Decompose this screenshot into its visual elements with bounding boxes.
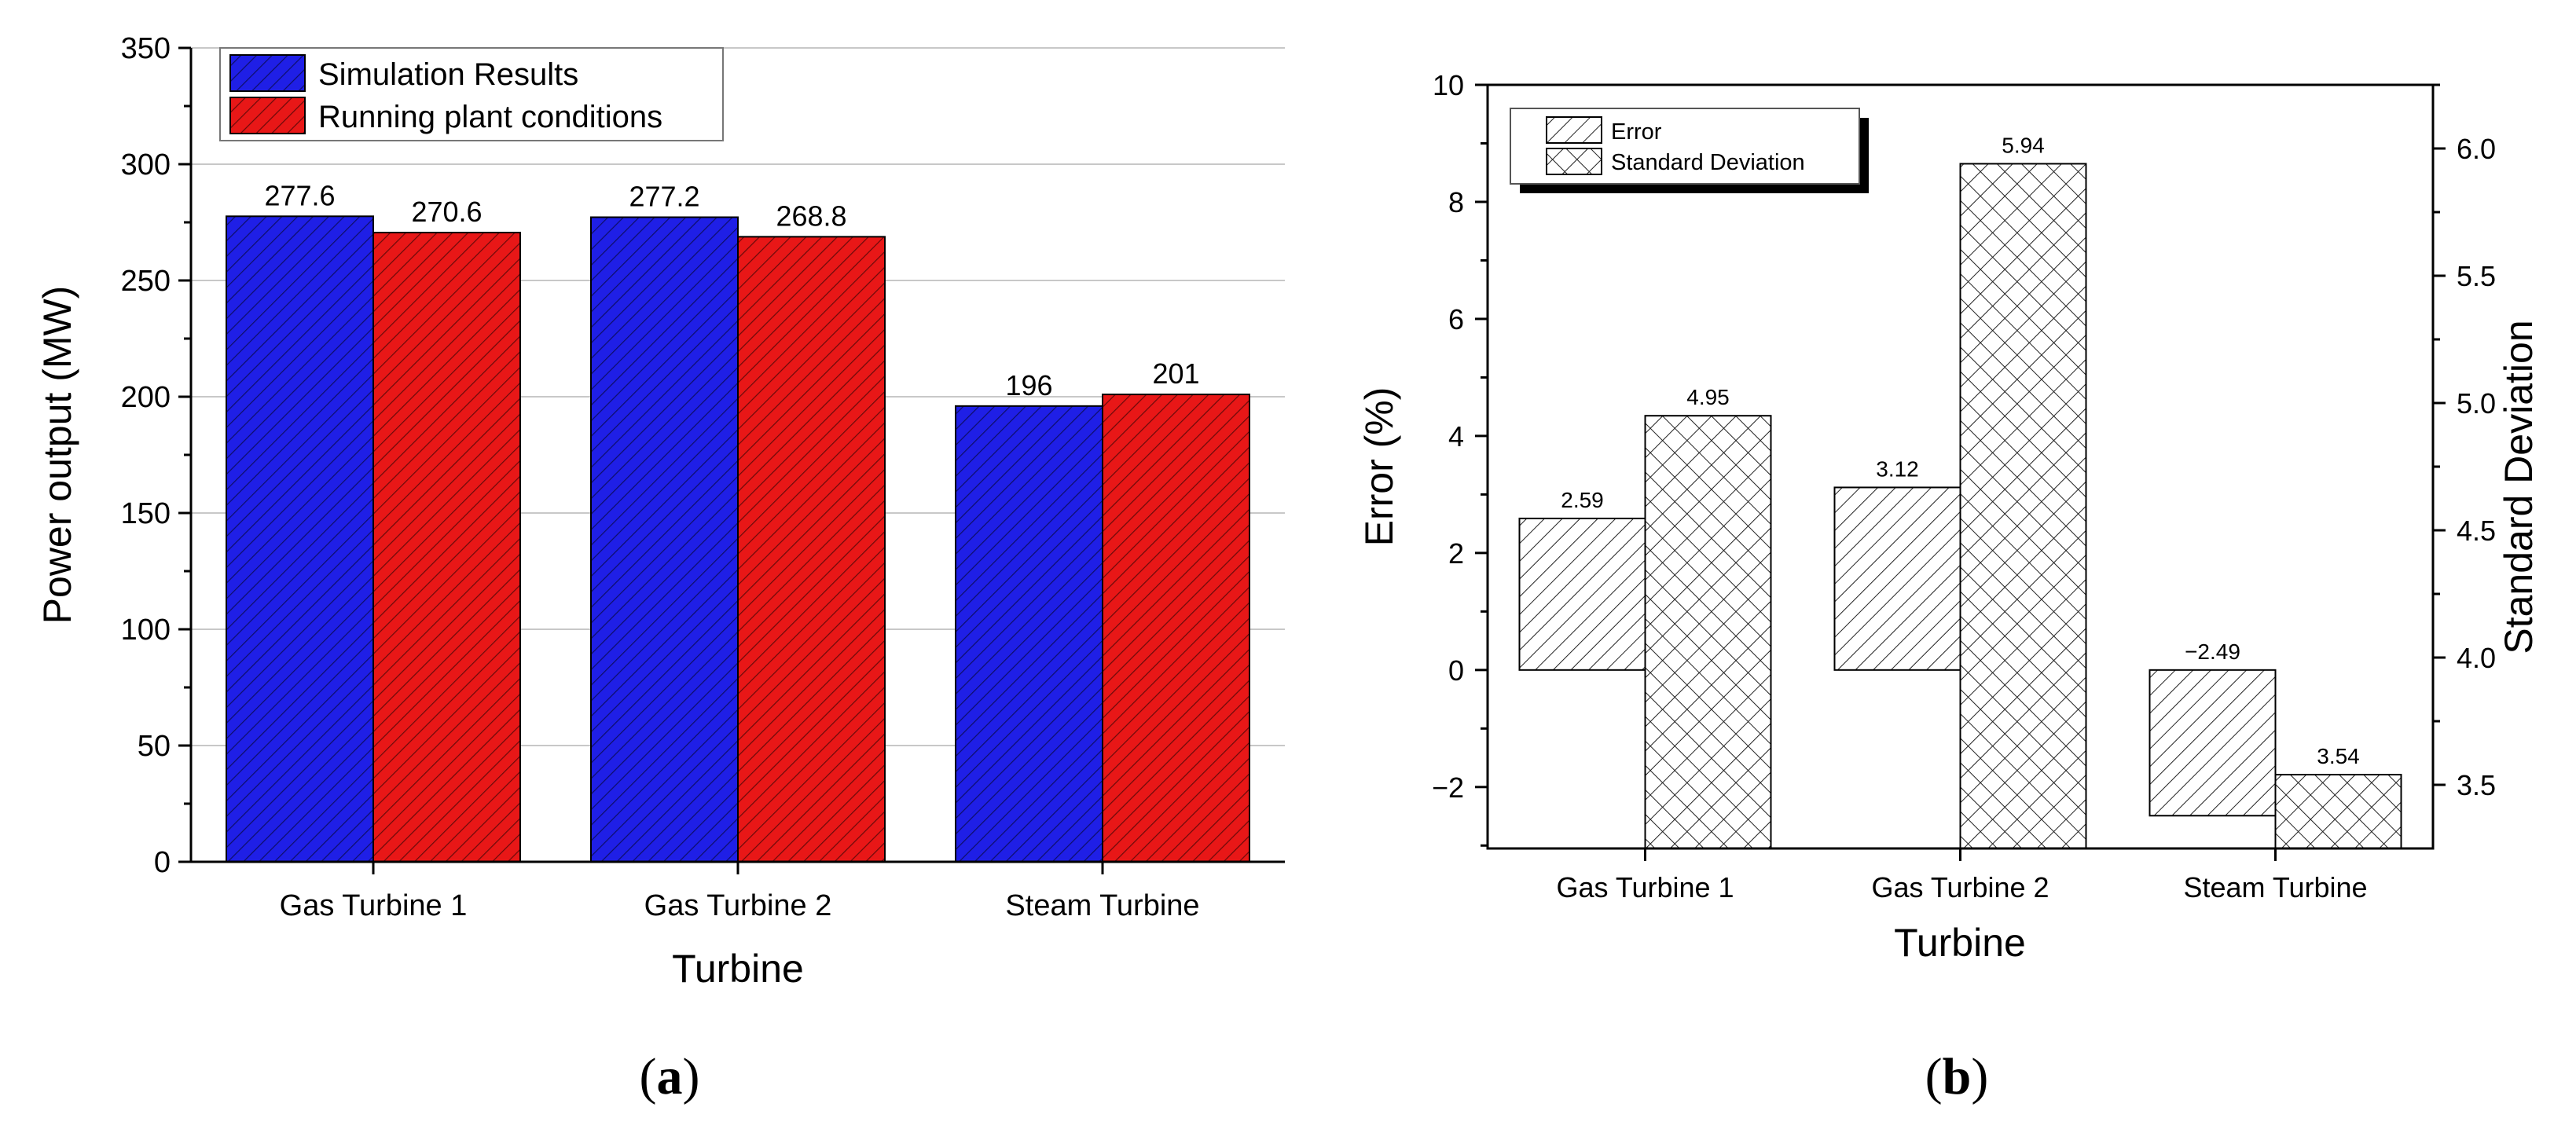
chart-b-y-tick-label: 4 bbox=[1448, 420, 1464, 453]
chart-a-x-axis-title: Turbine bbox=[672, 947, 804, 991]
chart-a-legend-label-simulation: Simulation Results bbox=[318, 57, 578, 92]
chart-b-bars bbox=[1518, 163, 2402, 849]
chart-a-data-label-simulation-results-gas-turbine-1: 277.6 bbox=[264, 179, 335, 211]
chart-b-data-label-error-gas-turbine-1: 2.59 bbox=[1561, 488, 1604, 512]
chart-a-y-tick-label: 50 bbox=[138, 730, 171, 763]
chart-b-x-tick-label-steam-turbine: Steam Turbine bbox=[2183, 871, 2367, 903]
chart-b-y-tick-label: 0 bbox=[1448, 654, 1464, 687]
chart-b-x-tick-label-gas-turbine-1: Gas Turbine 1 bbox=[1556, 871, 1734, 903]
chart-a-y-tick-label: 300 bbox=[121, 148, 171, 181]
chart-b-legend-swatch-error bbox=[1546, 116, 1602, 144]
chart-b-y-ticks: −2 0 2 4 6 8 10 bbox=[1432, 69, 1488, 847]
caption-b-letter: b bbox=[1943, 1048, 1972, 1105]
chart-b-y-tick-label: 2 bbox=[1448, 537, 1464, 570]
chart-b-y-right-tick-label: 5.5 bbox=[2457, 260, 2496, 292]
chart-a-x-ticks: Gas Turbine 1 Gas Turbine 2 Steam Turbine bbox=[280, 862, 1200, 922]
caption-b-open-paren: ( bbox=[1925, 1048, 1943, 1105]
chart-b-bar-error-steam-turbine bbox=[2149, 669, 2277, 817]
chart-a-y-tick-label: 250 bbox=[121, 265, 171, 298]
chart-a-bars bbox=[226, 215, 1250, 863]
chart-b-y-tick-label: 8 bbox=[1448, 186, 1464, 218]
chart-b-y-right-tick-label: 6.0 bbox=[2457, 133, 2496, 165]
caption-a-letter: a bbox=[657, 1048, 683, 1105]
chart-a-legend-swatch-simulation-hatch bbox=[230, 55, 305, 91]
chart-a-bar-running-plant-conditions-gas-turbine-2-hatch bbox=[738, 236, 885, 862]
chart-a-y-tick-label: 200 bbox=[121, 381, 171, 414]
chart-a-y-axis-title: Power output (MW) bbox=[35, 286, 79, 625]
chart-a-y-tick-label: 150 bbox=[121, 497, 171, 530]
chart-a-data-label-running-plant-conditions-steam-turbine: 201 bbox=[1152, 357, 1199, 390]
chart-b-legend-label-std: Standard Deviation bbox=[1611, 150, 1805, 175]
chart-a-x-tick-label-steam-turbine: Steam Turbine bbox=[1005, 889, 1199, 922]
chart-b-bar-standard-deviation-steam-turbine bbox=[2274, 774, 2402, 849]
chart-b-data-label-standard-deviation-gas-turbine-1: 4.95 bbox=[1686, 385, 1730, 409]
chart-b-y-tick-label: 6 bbox=[1448, 303, 1464, 335]
chart-b-x-tick-label-gas-turbine-2: Gas Turbine 2 bbox=[1871, 871, 2049, 903]
chart-a-legend-swatch-running-hatch bbox=[230, 97, 305, 134]
chart-b-data-label-standard-deviation-gas-turbine-2: 5.94 bbox=[2002, 133, 2045, 157]
chart-b-y-right-tick-label: 4.5 bbox=[2457, 515, 2496, 547]
chart-b-y-right-tick-label: 3.5 bbox=[2457, 769, 2496, 801]
chart-b-bar-error-gas-turbine-2 bbox=[1833, 486, 1961, 671]
chart-b-y-ticks-right: 3.5 4.0 4.5 5.0 5.5 6.0 bbox=[2433, 83, 2496, 801]
chart-a-bar-running-plant-conditions-gas-turbine-1-hatch bbox=[373, 233, 520, 862]
chart-b-bar-standard-deviation-gas-turbine-1 bbox=[1644, 415, 1772, 849]
chart-a-data-label-simulation-results-steam-turbine: 196 bbox=[1005, 369, 1052, 401]
chart-b-y-tick-label: −2 bbox=[1432, 771, 1464, 804]
chart-a-bar-simulation-results-steam-turbine-hatch bbox=[956, 405, 1103, 862]
chart-b-legend-label-error: Error bbox=[1611, 119, 1662, 145]
chart-b-y-right-tick-label: 4.0 bbox=[2457, 642, 2496, 674]
chart-b-y-tick-label: 10 bbox=[1433, 69, 1464, 101]
chart-a-legend: Simulation Results Running plant conditi… bbox=[219, 47, 724, 141]
chart-a-bar-simulation-results-gas-turbine-1-hatch bbox=[226, 216, 373, 863]
chart-a-data-label-running-plant-conditions-gas-turbine-1: 270.6 bbox=[411, 196, 482, 228]
caption-b: (b) bbox=[1925, 1048, 1989, 1105]
chart-a-data-labels: 277.6 270.6 277.2 268.8 196 201 bbox=[264, 179, 1199, 401]
chart-b-data-label-error-steam-turbine: −2.49 bbox=[2185, 639, 2240, 664]
chart-a-x-tick-label-gas-turbine-2: Gas Turbine 2 bbox=[644, 889, 832, 922]
chart-b-y-right-tick-label: 5.0 bbox=[2457, 387, 2496, 420]
chart-b-y-axis-title-right: Standard Deviation bbox=[2497, 320, 2541, 654]
chart-b-y-axis-title: Error (%) bbox=[1357, 387, 1401, 547]
chart-a: 277.6 270.6 277.2 268.8 196 201 0 50 100 150 200 2… bbox=[35, 32, 1285, 991]
chart-b-legend: Error Standard Deviation bbox=[1510, 108, 1869, 193]
chart-b: 2.59 4.95 3.12 5.94 −2.49 3.54 −2 0 2 4 6 8 10 3.5 4… bbox=[1357, 69, 2541, 965]
chart-b-data-label-error-gas-turbine-2: 3.12 bbox=[1876, 456, 1919, 481]
chart-a-data-label-running-plant-conditions-gas-turbine-2: 268.8 bbox=[776, 200, 846, 232]
chart-a-bar-running-plant-conditions-steam-turbine-hatch bbox=[1103, 394, 1249, 862]
chart-a-legend-label-running: Running plant conditions bbox=[318, 100, 662, 134]
chart-b-x-axis-title: Turbine bbox=[1894, 921, 2026, 965]
chart-b-data-label-standard-deviation-steam-turbine: 3.54 bbox=[2317, 744, 2360, 768]
chart-b-x-ticks: Gas Turbine 1 Gas Turbine 2 Steam Turbine bbox=[1556, 848, 2368, 903]
caption-a-close-paren: ) bbox=[683, 1048, 700, 1105]
chart-a-y-tick-label: 100 bbox=[121, 614, 171, 647]
chart-b-bar-standard-deviation-gas-turbine-2 bbox=[1959, 163, 2087, 849]
chart-a-x-tick-label-gas-turbine-1: Gas Turbine 1 bbox=[280, 889, 468, 922]
chart-a-y-tick-label: 0 bbox=[154, 846, 171, 879]
chart-b-legend-swatch-std bbox=[1546, 148, 1602, 175]
chart-b-bar-error-gas-turbine-1 bbox=[1518, 517, 1646, 671]
caption-a-open-paren: ( bbox=[640, 1048, 657, 1105]
caption-b-close-paren: ) bbox=[1971, 1048, 1988, 1105]
chart-a-y-tick-label: 350 bbox=[121, 32, 171, 65]
caption-a: (a) bbox=[640, 1048, 700, 1105]
chart-b-data-labels: 2.59 4.95 3.12 5.94 −2.49 3.54 bbox=[1561, 133, 2360, 768]
chart-a-bar-simulation-results-gas-turbine-2-hatch bbox=[591, 217, 738, 862]
chart-a-y-ticks: 0 50 100 150 200 250 300 350 bbox=[121, 32, 191, 879]
chart-a-data-label-simulation-results-gas-turbine-2: 277.2 bbox=[629, 180, 699, 212]
